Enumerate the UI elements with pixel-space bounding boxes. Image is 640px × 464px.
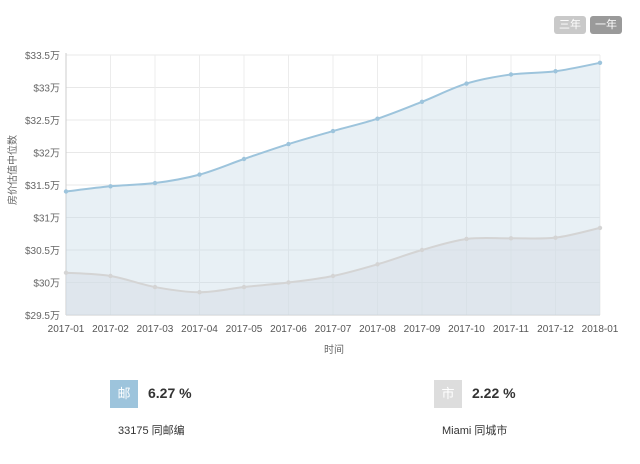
x-tick-label: 2017-02 (92, 324, 129, 335)
y-tick-label: $29.5万 (25, 311, 60, 322)
point-layer (63, 60, 603, 295)
city-change-percent: 2.22 % (472, 385, 516, 401)
x-tick-labels: 2017-01 2017-02 2017-03 2017-04 2017-05 2017-… (48, 324, 619, 335)
x-tick-label: 2017-12 (537, 324, 574, 335)
zip-series-point (419, 99, 425, 105)
city-label: Miami 同城市 (442, 425, 508, 437)
y-tick-label: $31万 (33, 214, 60, 225)
range-toggle: 三年 一年 (554, 16, 622, 34)
zip-series-point (597, 60, 603, 65)
y-tick-label: $30万 (33, 279, 60, 290)
x-tick-label: 2017-08 (359, 324, 396, 335)
x-tick-label: 2017-07 (315, 324, 352, 335)
zip-series-point (286, 141, 291, 147)
zip-series-point (108, 184, 113, 189)
zip-series-point (508, 72, 514, 77)
zip-series-point (63, 189, 69, 194)
zip-label: 33175 同邮编 (118, 425, 185, 437)
city-series-point (508, 236, 514, 241)
one-year-button[interactable]: 一年 (590, 16, 622, 34)
y-tick-label: $32.5万 (25, 116, 60, 127)
city-series-point (241, 284, 247, 290)
y-tick-labels: $29.5万 $30万 $30.5万 $31万 $31.5万 $32万 $32.5万 $33万… (25, 51, 60, 322)
city-series-point (152, 284, 158, 290)
zip-change-percent: 6.27 % (148, 385, 192, 401)
y-axis-label: 房价估值中位数 (6, 135, 19, 205)
city-series-point (419, 247, 425, 253)
x-tick-label: 2017-03 (137, 324, 174, 335)
zip-series-point (197, 172, 202, 177)
zip-series-point (330, 128, 336, 134)
y-tick-label: $33万 (33, 84, 60, 95)
city-series-point (197, 290, 202, 295)
x-tick-label: 2017-10 (448, 324, 485, 335)
city-series-point (464, 236, 469, 242)
x-axis-label: 时间 (324, 343, 344, 356)
zip-series-point (152, 180, 158, 186)
price-chart: $29.5万 $30万 $30.5万 $31万 $31.5万 $32万 $32.5万 $33万… (6, 51, 619, 356)
city-series-point (286, 280, 291, 285)
city-series-point (375, 262, 380, 267)
zip-series-point (241, 156, 247, 162)
city-series-point (330, 273, 336, 279)
x-tick-label: 2017-06 (270, 324, 307, 335)
x-tick-label: 2017-04 (181, 324, 218, 335)
y-tick-label: $31.5万 (25, 181, 60, 192)
x-tick-label: 2017-01 (48, 324, 85, 335)
y-tick-label: $30.5万 (25, 246, 60, 257)
zip-series-point (464, 81, 469, 86)
zip-series-point (375, 116, 380, 121)
city-series-point (108, 273, 113, 279)
zip-series-point (553, 69, 558, 74)
x-tick-label: 2017-09 (404, 324, 441, 335)
three-year-button[interactable]: 三年 (554, 16, 586, 34)
x-tick-label: 2017-05 (226, 324, 263, 335)
city-series-point (553, 235, 558, 240)
zip-badge: 邮 (110, 380, 138, 408)
y-tick-label: $33.5万 (25, 51, 60, 62)
city-series-point (63, 270, 69, 275)
x-tick-label: 2018-01 (582, 324, 619, 335)
city-series-point (597, 225, 603, 231)
x-tick-label: 2017-11 (493, 324, 529, 335)
city-badge: 市 (434, 380, 462, 408)
y-tick-label: $32万 (33, 149, 60, 160)
